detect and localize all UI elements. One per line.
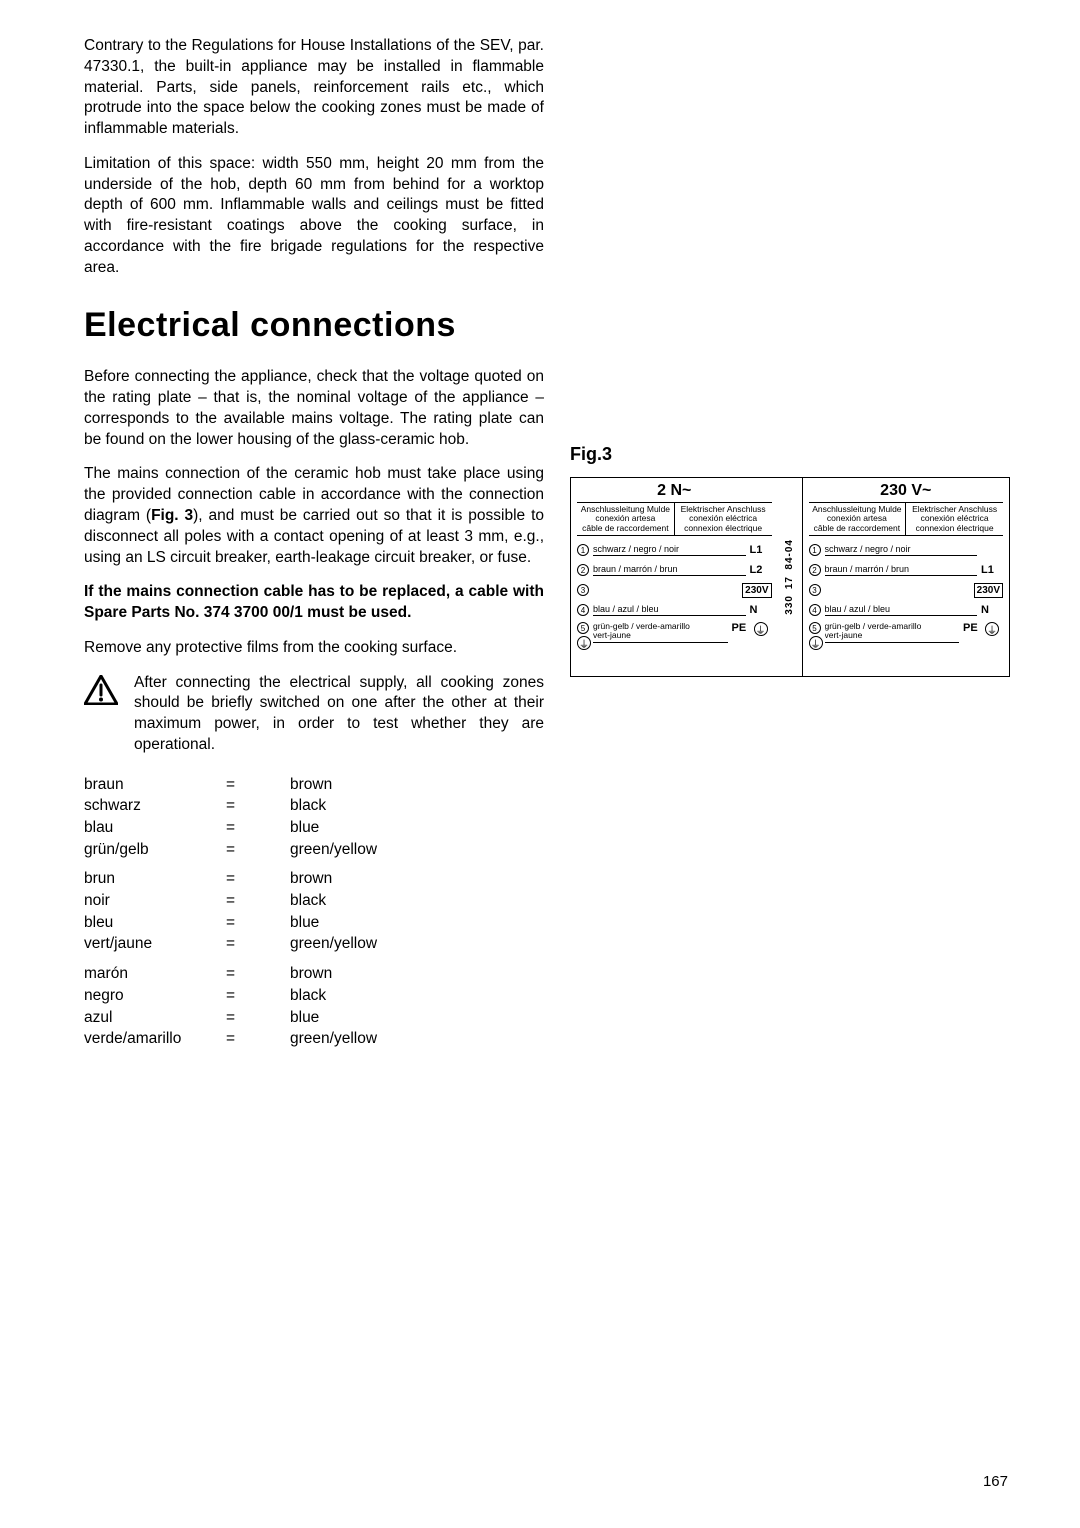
color-dst: blue [290,817,377,839]
color-src: noir [84,890,226,912]
heading-electrical: Electrical connections [84,306,544,345]
color-src: braun [84,774,226,796]
color-src: marón [84,955,226,985]
term-l-4: N [750,604,772,616]
wire-l-4: blau / azul / bleu [593,604,746,616]
left-sub2: Elektrischer Anschluss conexión eléctric… [675,503,772,535]
color-src: bleu [84,912,226,934]
page-number: 167 [983,1473,1008,1490]
color-eq: = [226,817,290,839]
circled-5: 5 [577,622,589,634]
color-src: vert/jaune [84,933,226,955]
ground-icon-left: ⏚ [754,622,768,636]
color-eq: = [226,1028,290,1050]
circled-1: 1 [577,544,589,556]
wiring-diagram: 2 N~ Anschlussleitung Mulde conexión art… [570,477,1010,677]
color-eq: = [226,795,290,817]
term-r-4: N [981,604,1003,616]
color-dst: black [290,795,377,817]
color-dst: green/yellow [290,933,377,955]
color-eq: = [226,839,290,861]
circled-r3: 3 [809,584,821,596]
term-l-5: PE [732,622,754,634]
circled-r4: 4 [809,604,821,616]
term-l-1: L1 [750,544,772,556]
div-bot: 330 [784,595,795,615]
circled-3: 3 [577,584,589,596]
diagram-right: 230 V~ Anschlussleitung Mulde conexión a… [802,478,1010,676]
color-src: blau [84,817,226,839]
diagram-right-title: 230 V~ [809,482,1004,503]
color-dst: brown [290,955,377,985]
circled-r5: 5 [809,622,821,634]
color-src: negro [84,985,226,1007]
para-2: Limitation of this space: width 550 mm, … [84,154,544,279]
para-3: Before connecting the appliance, check t… [84,367,544,450]
ground-icon-right: ⏚ [985,622,999,636]
color-eq: = [226,1007,290,1029]
circled-r2: 2 [809,564,821,576]
color-dst: brown [290,774,377,796]
term-r-2: L1 [981,564,1003,576]
wire-r-5: grün-gelb / verde-amarillo vert-jaune [825,622,960,643]
circled-4: 4 [577,604,589,616]
color-eq: = [226,860,290,890]
color-dst: green/yellow [290,839,377,861]
para-4: The mains connection of the ceramic hob … [84,464,544,568]
right-sub1: Anschlussleitung Mulde conexión artesa c… [809,503,907,535]
wire-r-4: blau / azul / bleu [825,604,978,616]
color-dst: blue [290,912,377,934]
ground-icon-right2: ⏚ [809,636,823,650]
box230-right: 230V [974,583,1003,598]
color-eq: = [226,985,290,1007]
div-top: 84-04 [784,539,795,570]
warning-block: After connecting the electrical supply, … [84,673,544,756]
color-dst: black [290,985,377,1007]
color-src: grün/gelb [84,839,226,861]
color-src: brun [84,860,226,890]
diagram-left: 2 N~ Anschlussleitung Mulde conexión art… [571,478,778,676]
diagram-divider: 84-04 17 330 [778,478,802,676]
color-dst: green/yellow [290,1028,377,1050]
warning-icon [84,675,118,710]
diagram-left-sublabels: Anschlussleitung Mulde conexión artesa c… [577,503,772,536]
para-4b: Fig. 3 [151,507,193,524]
color-eq: = [226,955,290,985]
wire-r-1: schwarz / negro / noir [825,544,978,556]
para-5: Remove any protective films from the coo… [84,638,544,659]
ground-icon-left2: ⏚ [577,636,591,650]
color-table: braun=brownschwarz=blackblau=bluegrün/ge… [84,774,377,1050]
figure-label: Fig.3 [570,444,1010,465]
color-dst: black [290,890,377,912]
para-bold: If the mains connection cable has to be … [84,582,544,624]
color-src: schwarz [84,795,226,817]
color-eq: = [226,912,290,934]
color-eq: = [226,933,290,955]
wire-r-2: braun / marrón / brun [825,564,978,576]
left-sub1: Anschlussleitung Mulde conexión artesa c… [577,503,675,535]
wire-l-1: schwarz / negro / noir [593,544,746,556]
color-src: azul [84,1007,226,1029]
color-eq: = [226,774,290,796]
para-1: Contrary to the Regulations for House In… [84,36,544,140]
wire-l-5: grün-gelb / verde-amarillo vert-jaune [593,622,728,643]
div-mid: 17 [784,576,795,589]
color-dst: brown [290,860,377,890]
term-r-5: PE [963,622,985,634]
wire-l-2: braun / marrón / brun [593,564,746,576]
color-eq: = [226,890,290,912]
box230-left: 230V [742,583,771,598]
color-src: verde/amarillo [84,1028,226,1050]
warning-text: After connecting the electrical supply, … [134,673,544,756]
term-l-2: L2 [750,564,772,576]
diagram-left-title: 2 N~ [577,482,772,503]
circled-2: 2 [577,564,589,576]
color-dst: blue [290,1007,377,1029]
diagram-right-sublabels: Anschlussleitung Mulde conexión artesa c… [809,503,1004,536]
circled-r1: 1 [809,544,821,556]
right-sub2: Elektrischer Anschluss conexión eléctric… [906,503,1003,535]
